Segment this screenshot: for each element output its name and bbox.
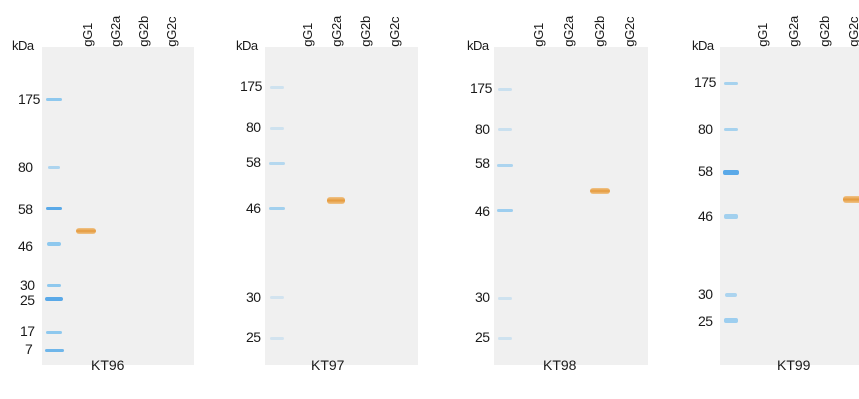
lane-header-igg2b: IgG2b	[358, 16, 373, 50]
unit-label: kDa	[467, 38, 489, 53]
ladder-band	[47, 284, 61, 287]
ladder-band	[498, 128, 512, 131]
mw-label: 25	[698, 313, 713, 329]
membrane	[720, 47, 859, 365]
lane-header-igg2c: IgG2c	[622, 16, 637, 50]
lane-header-igg2a: IgG2a	[786, 16, 801, 50]
ladder-band	[723, 170, 739, 175]
ladder-band	[724, 128, 738, 131]
panel-caption: KT96	[91, 357, 125, 373]
mw-label: 58	[475, 155, 490, 171]
lane-header-igg1: IgG1	[531, 23, 546, 50]
ladder-band	[270, 86, 284, 89]
ladder-band	[498, 88, 512, 91]
mw-label: 46	[18, 238, 33, 254]
mw-label: 58	[18, 201, 33, 217]
membrane	[265, 47, 418, 365]
target-band-igg2a	[327, 197, 345, 204]
lane-header-igg2c: IgG2c	[164, 16, 179, 50]
ladder-band	[47, 242, 61, 246]
mw-label: 30	[20, 277, 35, 293]
mw-label: 25	[475, 329, 490, 345]
ladder-band	[269, 162, 285, 165]
ladder-band	[724, 318, 738, 323]
mw-label: 25	[246, 329, 261, 345]
mw-label: 25	[20, 292, 35, 308]
mw-label: 175	[694, 74, 716, 90]
lane-header-igg1: IgG1	[755, 23, 770, 50]
ladder-band	[45, 349, 64, 352]
lane-header-igg2a: IgG2a	[108, 16, 123, 50]
mw-label: 17	[20, 323, 35, 339]
ladder-band	[269, 207, 285, 210]
mw-label: 30	[475, 289, 490, 305]
target-band-igg2b	[590, 188, 610, 194]
ladder-band	[270, 296, 284, 299]
mw-label: 30	[698, 286, 713, 302]
lane-header-igg1: IgG1	[80, 23, 95, 50]
ladder-band	[498, 297, 512, 300]
mw-label: 175	[18, 91, 40, 107]
ladder-band	[270, 127, 284, 130]
membrane	[42, 47, 194, 365]
ladder-band	[48, 166, 60, 169]
mw-label: 46	[698, 208, 713, 224]
ladder-band	[724, 82, 738, 85]
lane-header-igg2b: IgG2b	[136, 16, 151, 50]
ladder-band	[46, 98, 62, 101]
mw-label: 80	[18, 159, 33, 175]
mw-label: 175	[240, 78, 262, 94]
mw-label: 46	[246, 200, 261, 216]
target-band-igg1	[76, 228, 96, 234]
target-band-igg2c	[843, 196, 859, 203]
unit-label: kDa	[692, 38, 714, 53]
mw-label: 58	[698, 163, 713, 179]
ladder-band	[724, 214, 738, 219]
unit-label: kDa	[236, 38, 258, 53]
mw-label: 46	[475, 203, 490, 219]
ladder-band	[46, 331, 62, 334]
lane-header-igg2c: IgG2c	[387, 16, 402, 50]
lane-header-igg1: IgG1	[300, 23, 315, 50]
ladder-band	[497, 164, 513, 167]
unit-label: kDa	[12, 38, 34, 53]
panel-caption: KT97	[311, 357, 345, 373]
ladder-band	[725, 293, 737, 297]
membrane	[494, 47, 648, 365]
panel-caption: KT98	[543, 357, 577, 373]
mw-label: 175	[470, 80, 492, 96]
ladder-band	[46, 207, 62, 210]
ladder-band	[45, 297, 63, 301]
ladder-band	[497, 209, 513, 212]
mw-label: 80	[698, 121, 713, 137]
lane-header-igg2a: IgG2a	[561, 16, 576, 50]
mw-label: 80	[246, 119, 261, 135]
mw-label: 80	[475, 121, 490, 137]
lane-header-igg2a: IgG2a	[329, 16, 344, 50]
lane-header-igg2b: IgG2b	[817, 16, 832, 50]
ladder-band	[270, 337, 284, 340]
mw-label: 30	[246, 289, 261, 305]
mw-label: 58	[246, 154, 261, 170]
lane-header-igg2c: IgG2c	[846, 16, 859, 50]
mw-label: 7	[25, 341, 33, 357]
ladder-band	[498, 337, 512, 340]
lane-header-igg2b: IgG2b	[592, 16, 607, 50]
panel-caption: KT99	[777, 357, 811, 373]
